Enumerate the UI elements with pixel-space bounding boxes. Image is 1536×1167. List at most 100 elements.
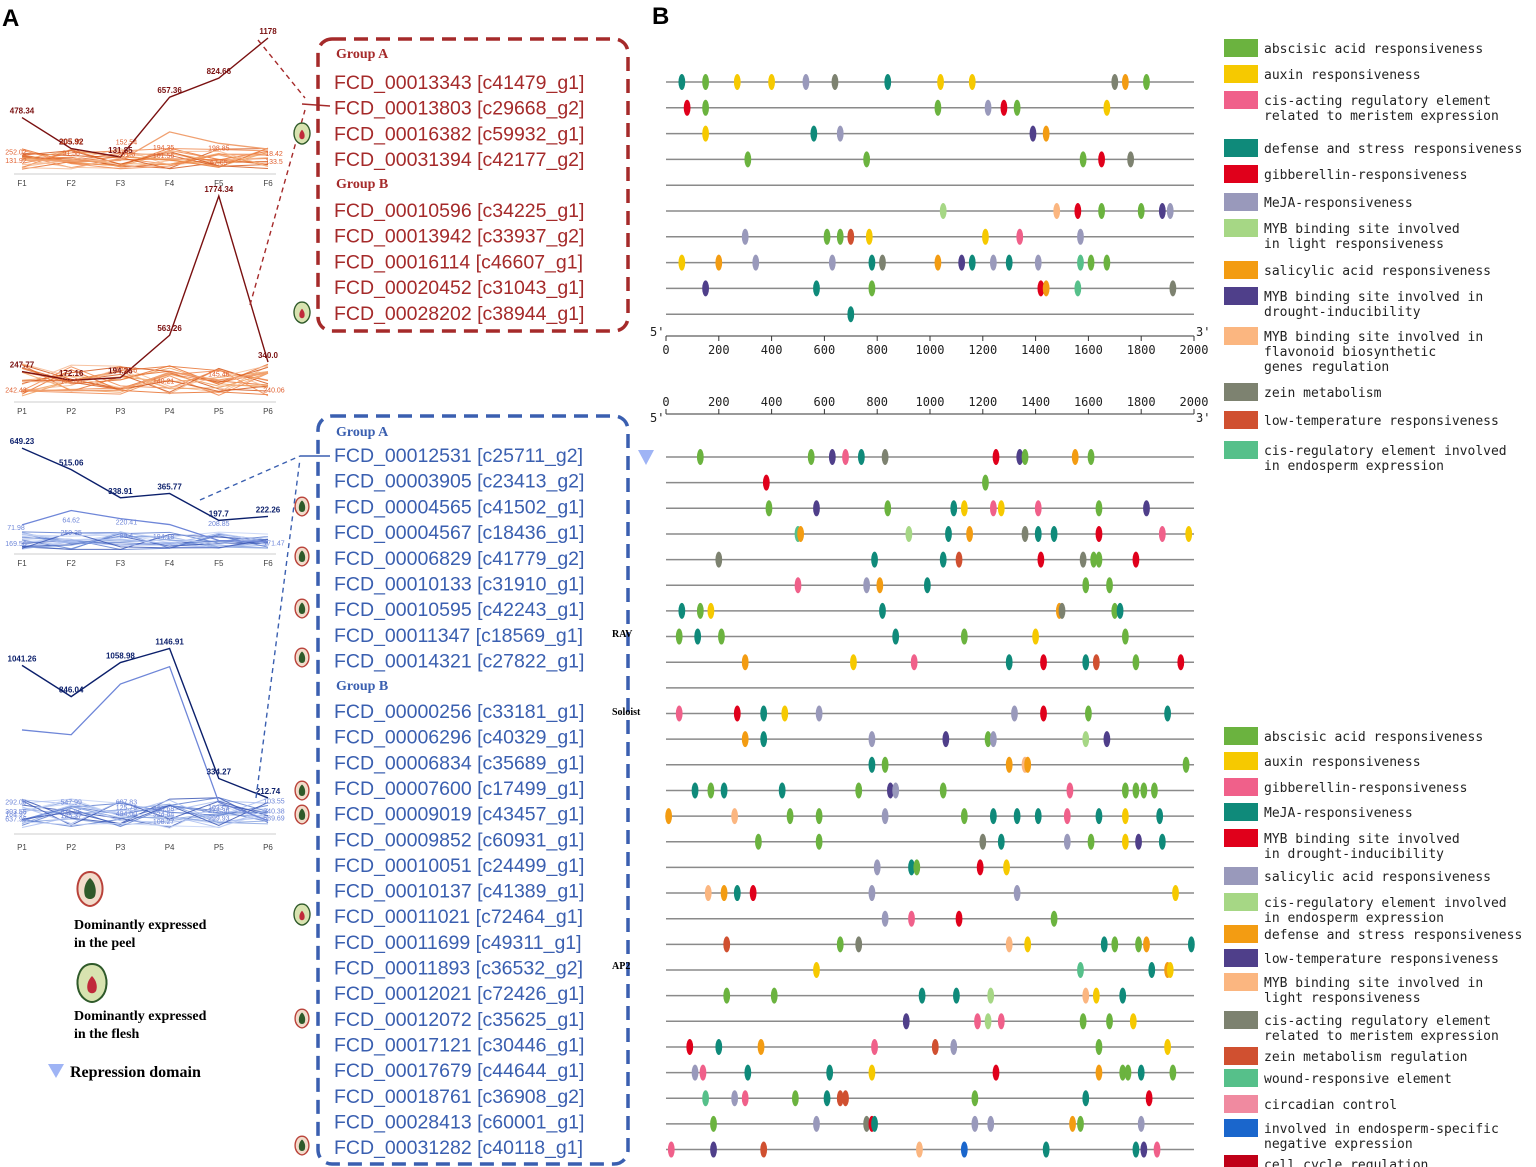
- blue-cis-element-mark: [1005, 756, 1013, 773]
- blue-cis-element-mark: [960, 628, 968, 645]
- blue-gene-id: FCD_00007600 [c17499_g1]: [334, 778, 584, 800]
- blue-cis-element-mark: [704, 885, 712, 902]
- red-p-series-line: [21, 367, 269, 392]
- blue-track-row: [666, 1141, 1194, 1158]
- bottom-legend-swatch: [1224, 949, 1258, 967]
- red-p-value-label: 240.06: [263, 388, 285, 395]
- blue-gene-id: FCD_00011347 [c18569_g1]: [334, 625, 583, 647]
- blue-cis-element-mark: [1063, 808, 1071, 825]
- blue-cis-element-mark: [997, 1013, 1005, 1030]
- red-f-series-line: [21, 150, 269, 170]
- blue-cis-element-mark: [950, 1038, 958, 1055]
- position-axis-top: 0 200 400 600 800 1000 1200 1400 1600 1800 2000 5' 3…: [650, 325, 1210, 357]
- blue-cis-element-mark: [1132, 782, 1140, 799]
- blue-group-b-title: Group B: [336, 679, 388, 694]
- blue-cis-element-mark: [791, 1090, 799, 1107]
- blue-cis-element-mark: [976, 859, 984, 876]
- red-cis-element-mark: [810, 125, 818, 142]
- red-cis-element-mark: [1053, 203, 1061, 219]
- blue-cis-element-mark: [741, 1090, 749, 1107]
- red-cis-element-mark: [1121, 74, 1129, 90]
- bottom-legend-swatch: [1224, 803, 1258, 821]
- blue-p-value-label: 1033.3: [208, 805, 230, 812]
- connector-red-bottom: [249, 109, 306, 306]
- flesh-fruit-icon: [293, 122, 311, 145]
- red-cis-element-mark: [831, 74, 839, 90]
- blue-p-value-label: 426.68: [153, 806, 175, 813]
- blue-cis-element-mark: [1164, 705, 1171, 722]
- blue-cis-element-mark: [855, 936, 863, 953]
- flesh-fruit-icon: [293, 301, 311, 324]
- blue-cis-element-mark: [1177, 654, 1185, 671]
- bottom-legend-label: involved in endosperm-specific: [1264, 1122, 1499, 1137]
- red-gene-id: FCD_00016382 [c59932_g1]: [334, 123, 584, 145]
- blue-cis-element-mark: [696, 449, 704, 465]
- red-gene-id: FCD_00028202 [c38944_g1]: [334, 303, 584, 325]
- bottom-legend-swatch: [1224, 1047, 1258, 1065]
- blue-cis-element-mark: [1005, 936, 1013, 953]
- red-gene-id: FCD_00010596 [c34225_g1]: [334, 200, 584, 222]
- bottom-legend-swatch: [1224, 973, 1258, 991]
- red-cis-element-mark: [836, 228, 844, 245]
- red-group-a-title: Group A: [336, 47, 389, 62]
- blue-cis-element-mark: [1145, 1090, 1153, 1107]
- blue-cis-element-mark: [955, 551, 963, 568]
- red-p-series-line: [21, 363, 269, 394]
- blue-cis-element-mark: [710, 1115, 717, 1132]
- red-cis-element-mark: [958, 254, 966, 271]
- blue-track-row: [666, 885, 1194, 902]
- red-cis-element-mark: [1143, 74, 1150, 90]
- red-f-point-label: 205.92: [59, 138, 84, 147]
- red-cis-element-mark: [1127, 151, 1135, 168]
- fruit-core: [298, 808, 306, 821]
- blue-cis-element-mark: [868, 731, 876, 748]
- bottom-legend-swatch: [1224, 1119, 1258, 1137]
- red-p-point-label: 247.77: [10, 361, 35, 370]
- red-gene-id: FCD_00013343 [c41479_g1]: [334, 72, 584, 94]
- blue-gene-id: FCD_00028413 [c60001_g1]: [334, 1111, 584, 1133]
- red-p-series-line: [21, 365, 269, 389]
- blue-cis-element-mark: [755, 833, 762, 850]
- blue-p-value-label: 125.79: [116, 805, 138, 812]
- tag-rav: RAV: [612, 629, 633, 640]
- axis-tick-label: 1400: [1021, 343, 1050, 357]
- blue-cis-element-mark: [1132, 1141, 1140, 1158]
- blue-f-series-line: [21, 532, 269, 545]
- red-f-point-label: 478.34: [10, 107, 35, 116]
- red-f-value-label: 67.65: [210, 160, 228, 167]
- blue-cis-element-mark: [1050, 910, 1058, 927]
- red-f-value-label: 18.42: [265, 151, 283, 158]
- panel-label-a: A: [2, 5, 19, 32]
- peel-fruit-icon: [294, 1008, 310, 1029]
- red-f-x-tick: F5: [214, 179, 224, 188]
- blue-f-value-label: 64.62: [62, 517, 80, 524]
- top-legend-label: MeJA-responsiveness: [1264, 196, 1413, 211]
- connector-blue-top: [199, 455, 301, 501]
- blue-gene-id: FCD_00018761 [c36908_g2]: [334, 1086, 584, 1108]
- five-prime-label: 5': [650, 325, 664, 339]
- blue-cis-element-mark: [1040, 705, 1047, 722]
- red-f-series-line: [21, 148, 269, 165]
- red-p-point-label: 563.26: [157, 324, 182, 333]
- blue-cis-element-mark: [1121, 628, 1129, 645]
- blue-track-row: [666, 962, 1194, 978]
- peel-fruit-icon: [294, 780, 310, 801]
- axis-tick-label: 400: [761, 395, 783, 409]
- blue-p-series-line: [21, 797, 269, 825]
- blue-track-row: [666, 756, 1194, 773]
- red-gene-id: FCD_00020452 [c31043_g1]: [334, 277, 584, 299]
- blue-cis-element-mark: [1116, 602, 1124, 619]
- blue-cis-element-mark: [1121, 808, 1129, 825]
- blue-cis-element-mark: [794, 577, 802, 594]
- red-cis-element-mark: [741, 228, 749, 245]
- blue-cis-element-mark: [1182, 756, 1190, 773]
- blue-cis-element-mark: [1135, 936, 1142, 953]
- fruit-core: [299, 910, 305, 921]
- blue-cis-element-mark: [720, 885, 728, 902]
- left-legend: Dominantly expressed in the peel Dominan…: [48, 870, 207, 1081]
- red-cis-element-mark: [768, 74, 775, 90]
- blue-cis-element-mark: [675, 628, 683, 645]
- blue-cis-element-mark: [1111, 936, 1119, 953]
- blue-track-row: [666, 1064, 1194, 1081]
- top-legend-label: auxin responsiveness: [1264, 68, 1421, 83]
